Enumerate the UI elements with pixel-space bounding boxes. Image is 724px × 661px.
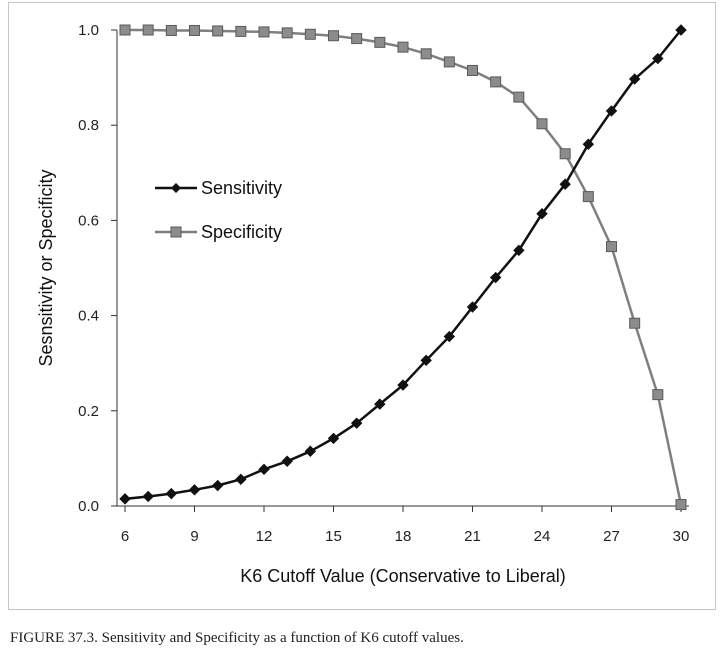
sensitivity-point: [628, 73, 641, 85]
specificity-point: [513, 91, 525, 103]
x-axis-title: K6 Cutoff Value (Conservative to Liberal…: [240, 566, 566, 586]
sensitivity-line: [124, 29, 682, 501]
sensitivity-point: [652, 52, 664, 65]
legend: Sensitivity Specificity: [155, 178, 282, 242]
specificity-point: [328, 30, 339, 42]
specificity-point: [351, 33, 363, 45]
chart: 0.0 0.2 0.4 0.6 0.8 1.0 6 9 12 15 18 21 24 27 30 K6 Cu…: [36, 22, 689, 586]
x-tick-label: 30: [673, 528, 690, 545]
tick-labels: 0.0 0.2 0.4 0.6 0.8 1.0 6 9 12 15 18 21 24 27 30: [78, 22, 689, 545]
sensitivity-point: [327, 432, 340, 445]
figure-caption: FIGURE 37.3. Sensitivity and Specificity…: [10, 630, 464, 646]
specificity-point: [304, 28, 316, 40]
legend-marker-specificity: [170, 226, 182, 238]
x-tick-label: 6: [121, 528, 129, 545]
specificity-point: [119, 24, 131, 36]
y-axis-title: Sesnsitivity or Specificity: [36, 169, 56, 366]
specificity-point: [559, 148, 571, 160]
sensitivity-point: [675, 24, 687, 36]
specificity-point: [443, 56, 455, 68]
specificity-point: [397, 41, 409, 53]
sensitivity-point: [165, 487, 178, 500]
sensitivity-point: [513, 244, 525, 257]
sensitivity-point: [536, 208, 548, 220]
legend-label-sensitivity: Sensitivity: [201, 178, 282, 198]
sensitivity-point: [142, 490, 154, 503]
sensitivity-point: [119, 493, 131, 505]
sensitivity-point: [420, 354, 432, 367]
x-tick-label: 15: [325, 528, 342, 545]
specificity-point: [420, 48, 432, 60]
sensitivity-point: [235, 473, 247, 486]
specificity-line: [125, 28, 683, 505]
sensitivity-point: [582, 138, 595, 150]
chart-frame: [8, 2, 716, 610]
specificity-point: [142, 24, 154, 36]
axes: [111, 29, 689, 512]
y-tick-label: 1.0: [78, 22, 99, 39]
sensitivity-point: [559, 178, 571, 190]
x-tick-label: 21: [464, 528, 481, 545]
x-tick-label: 18: [395, 528, 412, 545]
y-tick-label: 0.4: [78, 308, 99, 325]
specificity-point: [606, 241, 617, 253]
specificity-point: [374, 36, 386, 48]
legend-marker-sensitivity: [171, 183, 181, 193]
x-tick-label: 9: [190, 528, 198, 545]
specificity-point: [467, 64, 478, 76]
specificity-point: [165, 24, 177, 36]
specificity-point: [536, 118, 548, 130]
specificity-point: [281, 27, 293, 39]
y-tick-label: 0.8: [78, 117, 99, 134]
legend-label-specificity: Specificity: [201, 222, 282, 242]
series-markers: [119, 24, 687, 511]
sensitivity-point: [397, 379, 409, 391]
sensitivity-point: [374, 398, 386, 410]
specificity-point: [235, 25, 247, 37]
sensitivity-point: [258, 463, 270, 476]
specificity-point: [675, 499, 687, 511]
x-tick-label: 12: [256, 528, 273, 545]
sensitivity-point: [281, 455, 293, 467]
specificity-point: [652, 389, 664, 401]
sensitivity-point: [443, 330, 456, 343]
y-tick-label: 0.2: [78, 403, 99, 420]
specificity-point: [582, 191, 594, 203]
specificity-point: [490, 76, 502, 88]
specificity-point: [189, 24, 200, 36]
specificity-point: [629, 317, 641, 329]
sensitivity-point: [211, 479, 224, 492]
x-tick-label: 24: [534, 528, 551, 545]
x-tick-label: 27: [603, 528, 620, 545]
sensitivity-point: [304, 445, 317, 457]
y-tick-label: 0.6: [78, 212, 99, 229]
series-lines: [124, 28, 683, 505]
sensitivity-point: [466, 301, 479, 313]
specificity-point: [258, 26, 270, 38]
sensitivity-point: [489, 271, 502, 284]
sensitivity-point: [605, 105, 618, 117]
sensitivity-point: [188, 484, 201, 496]
y-tick-label: 0.0: [78, 498, 99, 515]
sensitivity-point: [350, 417, 363, 429]
specificity-point: [212, 25, 224, 37]
